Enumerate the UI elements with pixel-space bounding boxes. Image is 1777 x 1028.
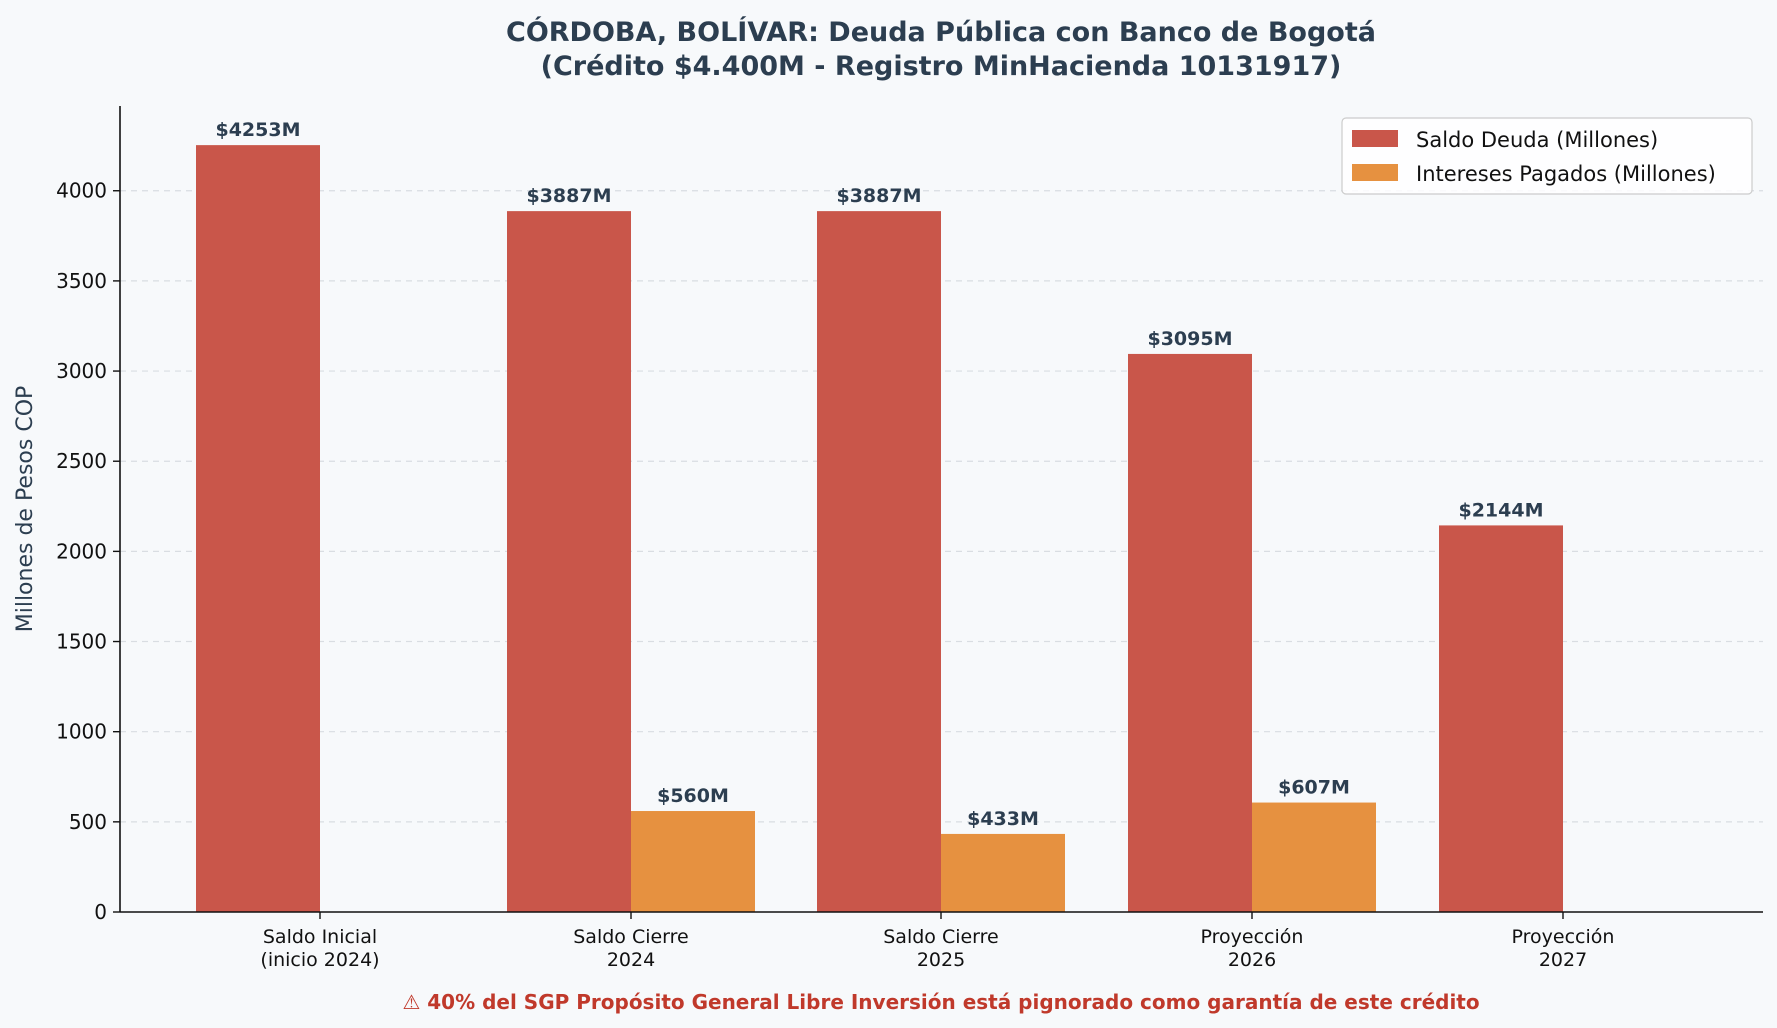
- value-labels: $4253M $3887M $3887M $3095M $2144M $560M $433M…: [215, 119, 1543, 830]
- value-label-saldo: $4253M: [215, 119, 300, 141]
- bar-intereses-pagados: [1252, 802, 1376, 912]
- y-tick-label: 0: [94, 900, 107, 924]
- legend: Saldo Deuda (Millones) Intereses Pagados…: [1341, 117, 1753, 195]
- y-axis-label: Millones de Pesos COP: [13, 386, 38, 633]
- value-label-saldo: $3887M: [836, 185, 921, 207]
- y-tick-label: 2500: [56, 449, 107, 473]
- legend-frame: [1341, 117, 1753, 195]
- value-label-intereses: $433M: [967, 808, 1039, 830]
- bar-saldo-deuda: [1128, 353, 1252, 912]
- bar-intereses-pagados: [941, 833, 1065, 912]
- x-tick-label: Proyección: [1512, 926, 1615, 948]
- value-label-saldo: $3095M: [1147, 328, 1232, 350]
- x-tick-label: 2024: [607, 949, 655, 971]
- x-tick-label: 2027: [1539, 949, 1587, 971]
- x-tick-label: 2025: [917, 949, 965, 971]
- y-tick-label: 3000: [56, 359, 107, 383]
- y-tick-label: 500: [69, 810, 107, 834]
- y-axis-ticks: 0 500 1000 1500 2000 2500 3000 3500 4000: [56, 179, 120, 924]
- bar-saldo-deuda: [507, 211, 631, 913]
- y-tick-label: 1500: [56, 630, 107, 654]
- y-tick-label: 2000: [56, 539, 107, 563]
- value-label-saldo: $2144M: [1458, 499, 1543, 521]
- chart-title-line-1: CÓRDOBA, BOLÍVAR: Deuda Pública con Banc…: [506, 16, 1376, 48]
- chart-title-line-2: (Crédito $4.400M - Registro MinHacienda …: [541, 51, 1342, 82]
- x-tick-label: Saldo Inicial: [263, 926, 377, 948]
- legend-swatch-intereses: [1352, 164, 1398, 181]
- x-tick-label: (inicio 2024): [260, 949, 379, 971]
- x-tick-label: Saldo Cierre: [883, 926, 999, 948]
- bars: [196, 145, 1563, 913]
- x-axis-ticks: Saldo Inicial(inicio 2024)Saldo Cierre20…: [260, 912, 1614, 971]
- y-tick-label: 4000: [56, 179, 107, 203]
- x-tick-label: Saldo Cierre: [573, 926, 689, 948]
- value-label-intereses: $560M: [657, 785, 729, 807]
- y-tick-label: 3500: [56, 269, 107, 293]
- bar-saldo-deuda: [1439, 525, 1563, 912]
- legend-label-saldo: Saldo Deuda (Millones): [1416, 128, 1658, 152]
- bar-saldo-deuda: [817, 211, 941, 913]
- bar-saldo-deuda: [196, 145, 320, 913]
- legend-label-intereses: Intereses Pagados (Millones): [1416, 162, 1716, 186]
- footnote-warning: ⚠ 40% del SGP Propósito General Libre In…: [402, 990, 1479, 1014]
- value-label-intereses: $607M: [1278, 777, 1350, 799]
- legend-swatch-saldo: [1352, 130, 1398, 147]
- value-label-saldo: $3887M: [526, 185, 611, 207]
- x-tick-label: Proyección: [1201, 926, 1304, 948]
- y-tick-label: 1000: [56, 720, 107, 744]
- x-tick-label: 2026: [1228, 949, 1276, 971]
- bar-intereses-pagados: [631, 811, 755, 912]
